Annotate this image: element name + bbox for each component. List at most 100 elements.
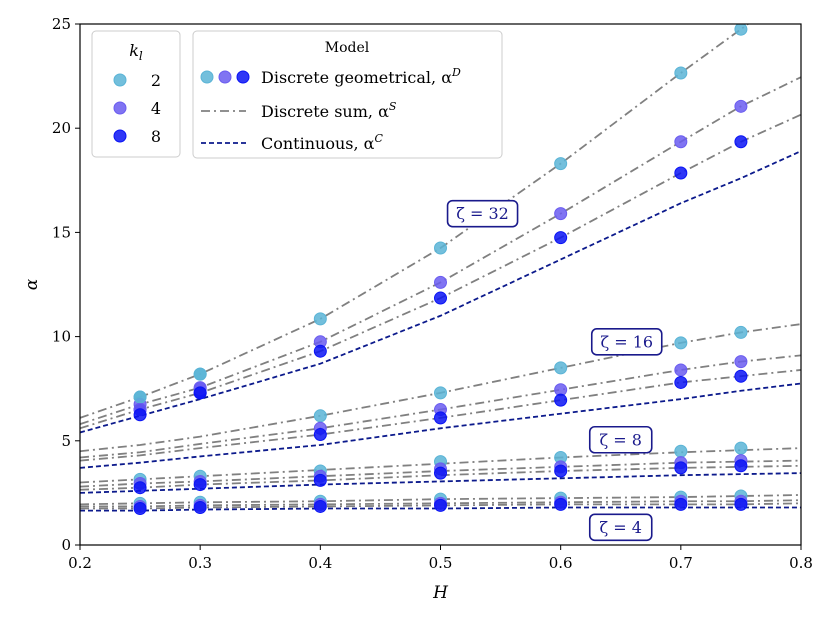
zeta-label: ζ = 4 bbox=[600, 518, 642, 537]
legend-kl-frame bbox=[91, 30, 181, 158]
point-zeta1-k4 bbox=[674, 363, 688, 377]
point-zeta1-k8 bbox=[734, 369, 748, 383]
zeta-annotations: ζ = 32 ζ = 16 ζ = 8 ζ = 4 bbox=[446, 199, 663, 542]
point-zeta1-k8 bbox=[133, 408, 147, 422]
point-zeta2-k8 bbox=[133, 481, 147, 495]
sum-line-zeta3-k8 bbox=[80, 502, 801, 510]
point-zeta3-k8 bbox=[313, 499, 327, 513]
point-zeta0-k2 bbox=[674, 66, 688, 80]
point-zeta1-k2 bbox=[734, 325, 748, 339]
point-zeta0-k4 bbox=[554, 207, 568, 221]
x-tick-label: 0.6 bbox=[549, 554, 573, 572]
point-zeta0-k2 bbox=[313, 312, 327, 326]
sum-line-zeta3-k2 bbox=[80, 494, 801, 506]
continuous-line-zeta0 bbox=[80, 150, 801, 434]
x-tick-label: 0.8 bbox=[789, 554, 813, 572]
point-zeta3-k8 bbox=[434, 498, 447, 512]
legend-kl-label: 2 bbox=[151, 71, 161, 90]
point-zeta2-k8 bbox=[434, 466, 447, 480]
point-zeta1-k8 bbox=[434, 411, 447, 425]
sum-line-zeta2-k4 bbox=[80, 459, 801, 488]
legend-model-title: Model bbox=[325, 40, 370, 56]
zeta-label: ζ = 8 bbox=[600, 430, 642, 449]
x-tick-label: 0.7 bbox=[669, 554, 693, 572]
data-points bbox=[133, 24, 748, 516]
continuous-line-zeta1 bbox=[80, 382, 801, 469]
legend-model-marker bbox=[218, 70, 232, 84]
point-zeta1-k2 bbox=[434, 386, 447, 400]
point-zeta1-k8 bbox=[554, 393, 568, 407]
point-zeta0-k8 bbox=[674, 166, 688, 180]
point-zeta3-k8 bbox=[554, 497, 568, 511]
point-zeta2-k2 bbox=[734, 441, 748, 455]
legend-kl-marker bbox=[113, 73, 127, 87]
zeta-label-box bbox=[588, 425, 653, 454]
zeta-label: ζ = 16 bbox=[600, 332, 653, 351]
point-zeta1-k2 bbox=[313, 409, 327, 423]
point-zeta2-k8 bbox=[313, 473, 327, 487]
point-zeta1-k8 bbox=[674, 375, 688, 389]
point-zeta0-k8 bbox=[734, 135, 748, 149]
x-tick-label: 0.3 bbox=[188, 554, 212, 572]
point-zeta0-k4 bbox=[734, 99, 748, 113]
legend-model: Model Discrete geometrical, αD Discrete su… bbox=[192, 30, 503, 159]
legend-model-label-continuous: Continuous, αC bbox=[261, 132, 383, 153]
point-zeta0-k8 bbox=[554, 231, 568, 245]
point-zeta0-k2 bbox=[734, 24, 748, 36]
legend-model-label-sum: Discrete sum, αS bbox=[261, 100, 397, 121]
point-zeta3-k8 bbox=[193, 500, 207, 514]
y-tick-label: 10 bbox=[52, 328, 71, 346]
legend-kl-marker bbox=[113, 101, 127, 115]
point-zeta2-k8 bbox=[674, 461, 688, 475]
zeta-label-box bbox=[590, 328, 663, 356]
y-tick-label: 25 bbox=[52, 15, 71, 33]
y-tick-label: 15 bbox=[52, 223, 71, 241]
point-zeta1-k2 bbox=[674, 336, 688, 350]
point-zeta1-k2 bbox=[133, 390, 147, 404]
y-tick-label: 5 bbox=[61, 432, 71, 450]
sum-line-zeta2-k2 bbox=[80, 447, 801, 484]
point-zeta1-k2 bbox=[193, 367, 207, 381]
point-zeta1-k8 bbox=[313, 428, 327, 442]
plot-area bbox=[80, 24, 801, 512]
legend-model-marker bbox=[236, 70, 250, 84]
zeta-label-box bbox=[588, 513, 653, 542]
point-zeta0-k4 bbox=[434, 275, 447, 289]
point-zeta0-k8 bbox=[313, 344, 327, 358]
x-tick-label: 0.5 bbox=[429, 554, 453, 572]
y-axis-title: α bbox=[22, 278, 42, 290]
zeta-label: ζ = 32 bbox=[456, 204, 509, 223]
point-zeta0-k2 bbox=[554, 157, 568, 171]
point-zeta3-k8 bbox=[734, 497, 748, 511]
point-zeta0-k4 bbox=[674, 135, 688, 149]
point-zeta3-k8 bbox=[133, 502, 147, 516]
axes: 0.2 0.3 0.4 0.5 0.6 0.7 0.8 0 5 10 15 20 25 Hα bbox=[22, 15, 813, 603]
zeta-label-box bbox=[446, 199, 519, 228]
point-zeta3-k8 bbox=[674, 497, 688, 511]
legend-kl-label: 8 bbox=[151, 127, 161, 146]
point-zeta0-k2 bbox=[434, 241, 447, 255]
point-zeta2-k2 bbox=[674, 444, 688, 458]
legend-model-frame bbox=[192, 30, 503, 159]
legend-model-label-discrete: Discrete geometrical, αD bbox=[261, 66, 461, 87]
point-zeta1-k2 bbox=[554, 361, 568, 375]
point-zeta1-k8 bbox=[193, 386, 207, 400]
point-zeta2-k8 bbox=[734, 459, 748, 473]
legend-kl-marker bbox=[113, 129, 127, 143]
x-tick-label: 0.2 bbox=[68, 554, 92, 572]
y-tick-label: 0 bbox=[61, 536, 71, 554]
point-zeta2-k8 bbox=[193, 478, 207, 492]
sum-line-zeta3-k4 bbox=[80, 499, 801, 508]
x-tick-label: 0.4 bbox=[308, 554, 332, 572]
y-tick-label: 20 bbox=[52, 119, 71, 137]
legend-model-marker bbox=[200, 70, 214, 84]
continuous-line-zeta2 bbox=[80, 472, 801, 494]
x-axis-title: H bbox=[432, 583, 449, 603]
point-zeta1-k4 bbox=[734, 355, 748, 369]
legend-kl-label: 4 bbox=[151, 99, 161, 118]
point-zeta0-k8 bbox=[434, 291, 447, 305]
point-zeta2-k8 bbox=[554, 464, 568, 478]
